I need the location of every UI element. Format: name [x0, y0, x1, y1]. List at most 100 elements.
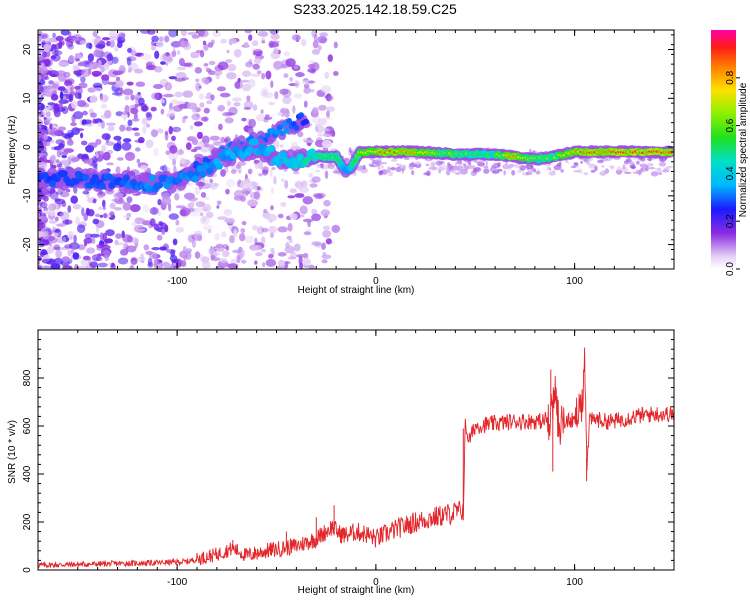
noise-speck	[526, 167, 530, 171]
noise-speck	[171, 50, 177, 57]
noise-speck	[38, 152, 46, 157]
noise-speck	[109, 211, 115, 217]
noise-speck	[95, 151, 99, 159]
noise-speck	[76, 53, 83, 59]
noise-speck	[348, 147, 352, 153]
noise-speck	[282, 88, 292, 98]
noise-speck	[608, 165, 615, 169]
noise-speck	[58, 102, 63, 111]
noise-speck	[45, 111, 51, 118]
noise-speck	[241, 221, 247, 226]
noise-speck	[87, 209, 95, 217]
noise-speck	[181, 76, 189, 81]
noise-speck	[387, 171, 394, 177]
noise-speck	[149, 207, 159, 215]
noise-speck	[390, 167, 396, 171]
noise-speck	[620, 166, 629, 173]
noise-speck	[130, 107, 139, 115]
noise-speck	[254, 252, 263, 257]
noise-speck	[53, 103, 60, 112]
noise-speck	[46, 86, 54, 95]
noise-speck	[273, 176, 277, 185]
ridge-cell	[268, 144, 276, 153]
noise-speck	[212, 30, 221, 37]
colorbar-tick-label: 0.8	[725, 70, 736, 84]
noise-speck	[72, 204, 82, 210]
noise-speck	[111, 56, 119, 64]
noise-speck	[51, 50, 63, 56]
noise-speck	[66, 189, 71, 193]
noise-speck	[241, 117, 247, 122]
noise-speck	[258, 173, 263, 177]
noise-speck	[134, 52, 145, 57]
noise-speck	[56, 223, 66, 227]
noise-speck	[109, 40, 115, 48]
noise-speck	[103, 62, 110, 72]
noise-speck	[79, 220, 87, 225]
noise-speck	[230, 169, 237, 175]
noise-speck	[327, 95, 334, 101]
noise-speck	[273, 60, 284, 70]
noise-speck	[115, 233, 123, 239]
noise-speck	[314, 194, 324, 200]
noise-speck	[625, 162, 632, 164]
noise-speck	[124, 151, 136, 161]
noise-speck	[76, 224, 86, 233]
noise-speck	[168, 125, 173, 135]
noise-speck	[660, 158, 664, 161]
noise-speck	[160, 108, 165, 115]
noise-speck	[601, 165, 605, 168]
noise-speck	[179, 250, 188, 259]
noise-speck	[241, 79, 250, 83]
noise-speck	[573, 163, 579, 166]
noise-speck	[241, 259, 247, 264]
noise-speck	[268, 225, 277, 234]
noise-speck	[322, 252, 327, 257]
noise-speck	[101, 133, 111, 140]
noise-speck	[321, 259, 328, 264]
noise-speck	[253, 244, 262, 251]
noise-speck	[186, 102, 198, 110]
noise-speck	[247, 199, 258, 207]
noise-speck	[139, 30, 151, 34]
noise-speck	[457, 169, 466, 173]
noise-speck	[222, 244, 229, 249]
noise-speck	[532, 168, 537, 173]
noise-speck	[52, 32, 56, 38]
noise-speck	[86, 247, 96, 254]
spectrogram-y-label: Frequency (Hz)	[7, 116, 18, 185]
noise-speck	[125, 245, 137, 253]
noise-speck	[38, 222, 46, 229]
noise-speck	[38, 229, 49, 238]
noise-speck	[204, 196, 210, 200]
noise-speck	[87, 53, 94, 62]
noise-speck	[42, 241, 50, 246]
noise-speck	[270, 80, 274, 88]
noise-speck	[211, 182, 215, 186]
noise-speck	[70, 122, 77, 126]
noise-speck	[92, 118, 97, 124]
noise-speck	[317, 133, 325, 137]
noise-speck	[311, 241, 322, 246]
noise-speck	[326, 106, 335, 112]
noise-speck	[127, 119, 133, 127]
noise-speck	[61, 133, 70, 138]
noise-speck	[48, 80, 54, 85]
noise-speck	[183, 115, 188, 120]
ridge-cell	[199, 170, 207, 178]
noise-speck	[172, 262, 177, 267]
noise-speck	[312, 40, 319, 49]
noise-speck	[68, 55, 75, 63]
noise-speck	[66, 40, 74, 48]
noise-speck	[73, 34, 82, 39]
noise-speck	[280, 107, 290, 114]
noise-speck	[511, 170, 516, 176]
noise-speck	[49, 190, 59, 200]
noise-speck	[194, 67, 202, 74]
colorbar-tick-label: 0.0	[725, 262, 736, 276]
noise-speck	[105, 229, 115, 237]
noise-speck	[293, 93, 303, 99]
noise-speck	[51, 44, 57, 50]
noise-speck	[140, 53, 152, 60]
noise-speck	[113, 135, 122, 141]
